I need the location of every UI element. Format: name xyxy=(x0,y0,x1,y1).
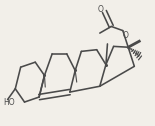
Text: O: O xyxy=(98,5,104,14)
Text: O: O xyxy=(122,31,128,40)
Text: HO: HO xyxy=(3,98,15,107)
